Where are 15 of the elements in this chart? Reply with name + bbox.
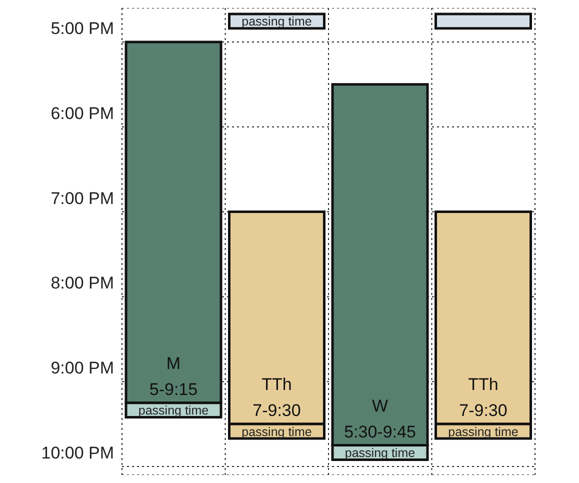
y-tick-label: 7:00 PM — [50, 188, 114, 208]
y-tick-label: 6:00 PM — [50, 104, 114, 123]
data-label: passing time — [242, 14, 312, 29]
data-label: W 5:30-9:45 — [344, 396, 416, 442]
y-tick-label: 10:00 PM — [41, 444, 114, 463]
data-label: TTh 7-9:30 — [252, 375, 301, 420]
y-tick-label: 5:00 PM — [50, 19, 114, 38]
y-tick-label: 8:00 PM — [50, 274, 114, 293]
data-label: M 5-9:15 — [149, 354, 198, 399]
data-label: passing time — [138, 404, 209, 418]
data-label: passing time — [242, 424, 312, 439]
y-tick-label: 9:00 PM — [50, 358, 114, 378]
data-label: passing time — [448, 424, 518, 439]
data-label: passing time — [344, 446, 416, 460]
data-label: TTh 7-9:30 — [459, 375, 508, 420]
